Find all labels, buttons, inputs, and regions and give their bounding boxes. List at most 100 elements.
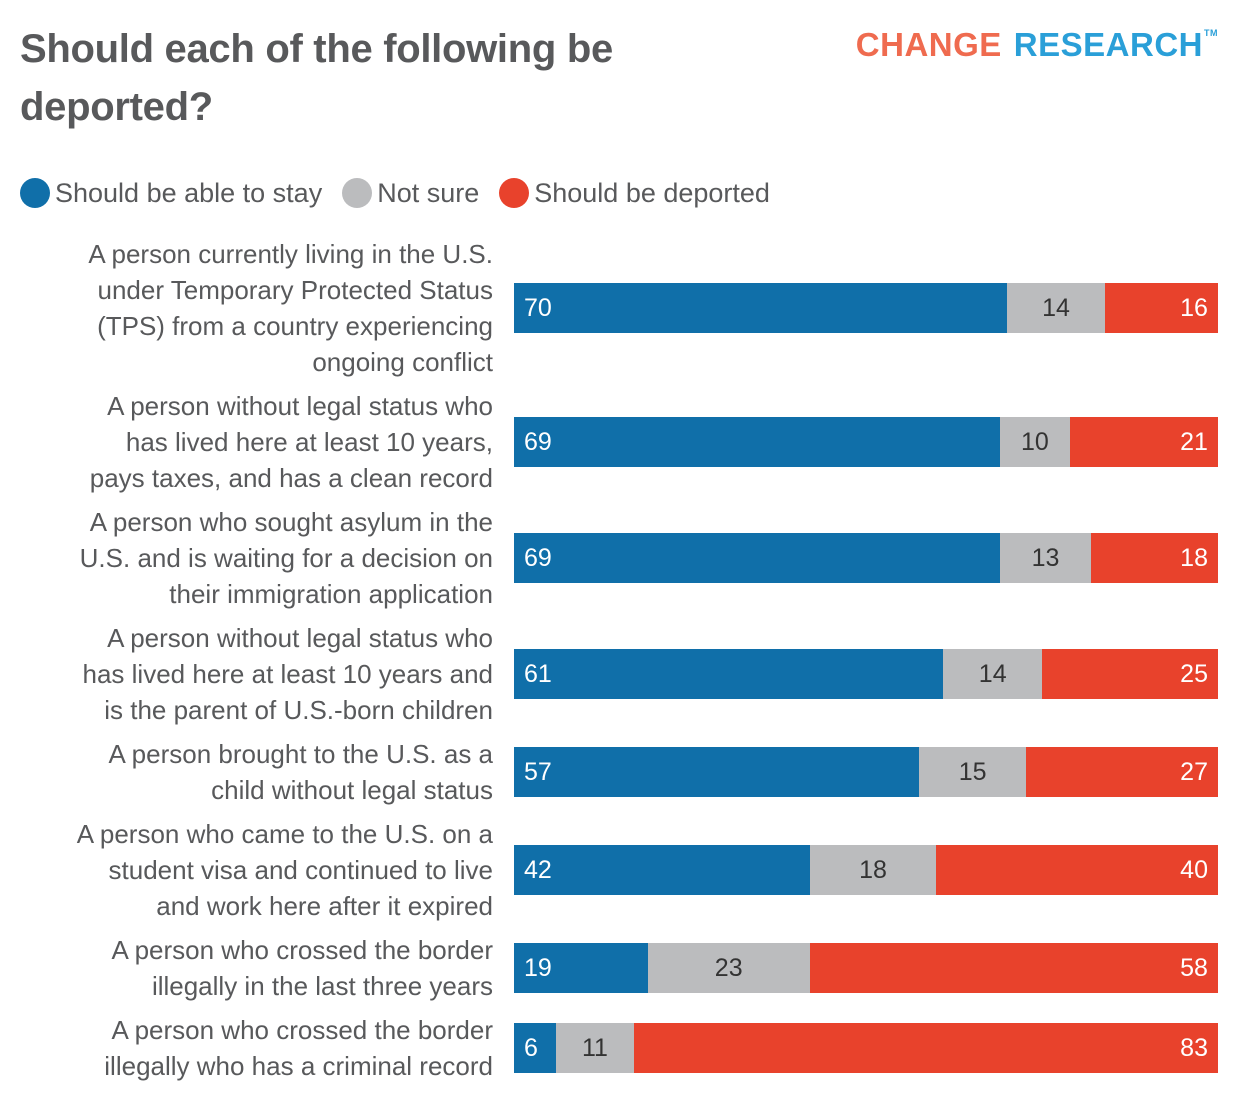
category-label: A person who came to the U.S. on a studen… xyxy=(3,816,493,924)
category-label-line: A person who crossed the border xyxy=(111,935,493,965)
category-label: A person who crossed the border illegally… xyxy=(3,1012,493,1084)
bar-segment-deport: 25 xyxy=(1041,649,1218,699)
legend-dot-deported-icon xyxy=(499,178,530,208)
bar-segment-unsure: 15 xyxy=(919,747,1026,797)
data-label: 19 xyxy=(524,953,552,982)
logo-trademark: TM xyxy=(1204,28,1218,38)
data-label: 18 xyxy=(859,855,887,884)
category-label-line: A person without legal status who xyxy=(107,391,493,421)
change-research-logo: CHANGE RESEARCHTM xyxy=(856,26,1218,64)
category-label-line: A person currently living in the U.S. xyxy=(88,239,493,269)
data-label: 58 xyxy=(1180,953,1208,982)
category-label-line: their immigration application xyxy=(169,579,493,609)
bar-segment-stay: 61 xyxy=(514,649,944,699)
data-label: 57 xyxy=(524,757,552,786)
category-label: A person without legal status who has liv… xyxy=(3,388,493,496)
category-label-line: pays taxes, and has a clean record xyxy=(89,463,493,493)
category-label-line: is the parent of U.S.-born children xyxy=(104,695,493,725)
category-label-line: A person who sought asylum in the xyxy=(89,507,493,537)
bar-segment-deport: 40 xyxy=(936,845,1218,895)
category-label-line: student visa and continued to live xyxy=(108,855,493,885)
stacked-bar: 61 14 25 xyxy=(514,649,1218,699)
bar-segment-unsure: 18 xyxy=(809,845,937,895)
category-label-line: U.S. and is waiting for a decision on xyxy=(79,543,493,573)
category-label-line: A person brought to the U.S. as a xyxy=(108,739,493,769)
category-label: A person without legal status who has liv… xyxy=(3,620,493,728)
legend-label-deported: Should be deported xyxy=(534,177,770,208)
data-label: 83 xyxy=(1180,1033,1208,1062)
category-label-line: has lived here at least 10 years and xyxy=(82,659,493,689)
bar-segment-unsure: 11 xyxy=(556,1023,634,1073)
data-label: 27 xyxy=(1180,757,1208,786)
bar-segment-unsure: 13 xyxy=(999,533,1092,583)
stacked-bar: 6 11 83 xyxy=(514,1023,1218,1073)
stacked-bar: 69 13 18 xyxy=(514,533,1218,583)
category-label-line: child without legal status xyxy=(211,775,493,805)
data-label: 42 xyxy=(524,855,552,884)
chart-title: Should each of the following be deported… xyxy=(20,27,613,129)
bar-segment-stay: 57 xyxy=(514,747,920,797)
category-label-line: ongoing conflict xyxy=(312,347,493,377)
data-label: 14 xyxy=(978,659,1007,688)
category-label-line: A person who crossed the border xyxy=(111,1015,493,1045)
data-label: 70 xyxy=(524,293,552,322)
bar-segment-unsure: 14 xyxy=(1006,283,1106,333)
legend-dot-not-sure-icon xyxy=(342,178,373,208)
legend-label-stay: Should be able to stay xyxy=(55,177,323,208)
bar-segment-unsure: 10 xyxy=(999,417,1071,467)
category-label: A person who sought asylum in the U.S. an… xyxy=(3,504,493,612)
legend-item-deported: Should be deported xyxy=(499,178,770,209)
stacked-bar: 42 18 40 xyxy=(514,845,1218,895)
data-label: 6 xyxy=(524,1033,538,1062)
bar-segment-stay: 19 xyxy=(514,943,648,993)
category-label-line: (TPS) from a country experiencing xyxy=(97,311,493,341)
bar-segment-deport: 58 xyxy=(809,943,1218,993)
category-label: A person who crossed the border illegally… xyxy=(3,932,493,1004)
category-label: A person brought to the U.S. as a child w… xyxy=(3,736,493,808)
data-label: 16 xyxy=(1180,293,1208,322)
data-label: 21 xyxy=(1180,427,1208,456)
legend-dot-stay-icon xyxy=(20,178,50,208)
category-label: A person currently living in the U.S. und… xyxy=(3,236,493,380)
bar-segment-stay: 69 xyxy=(514,533,1000,583)
bar-segment-deport: 21 xyxy=(1070,417,1218,467)
bar-segment-stay: 70 xyxy=(514,283,1007,333)
data-label: 61 xyxy=(524,659,552,688)
bar-segment-deport: 27 xyxy=(1025,747,1218,797)
legend-item-not-sure: Not sure xyxy=(342,178,479,209)
data-label: 25 xyxy=(1180,659,1208,688)
logo-word-research: RESEARCH xyxy=(1013,26,1203,63)
category-label-line: and work here after it expired xyxy=(156,891,493,921)
bar-segment-unsure: 23 xyxy=(647,943,810,993)
stacked-bar: 19 23 58 xyxy=(514,943,1218,993)
logo-word-change: CHANGE xyxy=(855,26,1002,63)
category-label-line: illegally who has a criminal record xyxy=(104,1051,493,1081)
data-label: 13 xyxy=(1031,543,1060,572)
bar-segment-stay: 69 xyxy=(514,417,1000,467)
data-label: 15 xyxy=(958,757,987,786)
category-label-line: A person without legal status who xyxy=(107,623,493,653)
data-label: 11 xyxy=(581,1033,608,1062)
bar-segment-deport: 18 xyxy=(1091,533,1218,583)
data-label: 23 xyxy=(714,953,743,982)
data-label: 40 xyxy=(1180,855,1208,884)
bar-segment-deport: 16 xyxy=(1105,283,1218,333)
bar-segment-deport: 83 xyxy=(633,1023,1218,1073)
data-label: 18 xyxy=(1180,543,1208,572)
stacked-bar: 69 10 21 xyxy=(514,417,1218,467)
category-label-line: has lived here at least 10 years, xyxy=(125,427,493,457)
data-label: 69 xyxy=(524,427,552,456)
bar-segment-stay: 42 xyxy=(514,845,810,895)
data-label: 69 xyxy=(524,543,552,572)
stacked-bar: 57 15 27 xyxy=(514,747,1218,797)
category-label-line: illegally in the last three years xyxy=(151,971,493,1001)
legend-item-stay: Should be able to stay xyxy=(20,178,322,209)
stacked-bar: 70 14 16 xyxy=(514,283,1218,333)
data-label: 14 xyxy=(1042,293,1070,322)
category-label-line: A person who came to the U.S. on a xyxy=(76,819,493,849)
data-label: 10 xyxy=(1021,427,1049,456)
category-label-line: under Temporary Protected Status xyxy=(97,275,493,305)
chart-legend: Should be able to stay Not sure Should b… xyxy=(20,175,790,211)
bar-segment-unsure: 14 xyxy=(943,649,1042,699)
legend-label-not-sure: Not sure xyxy=(377,177,480,208)
